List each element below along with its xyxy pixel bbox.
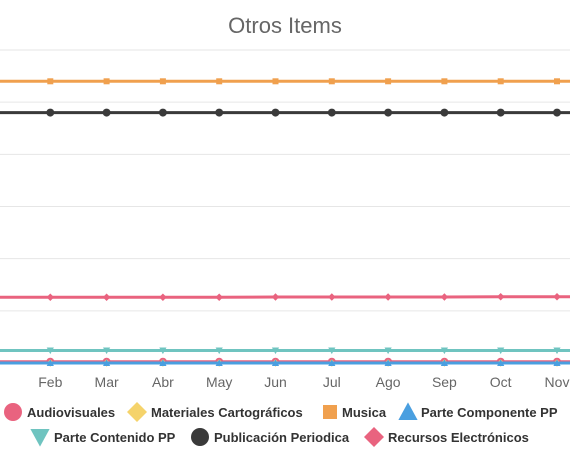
- data-point: [327, 108, 336, 117]
- data-point: [102, 293, 111, 302]
- data-point: [384, 359, 392, 366]
- data-point: [496, 108, 505, 117]
- data-point: [271, 108, 280, 117]
- x-tick-label: Jun: [264, 374, 287, 390]
- legend-label: Materiales Cartográficos: [151, 405, 303, 420]
- data-point: [271, 347, 280, 355]
- legend-symbol: [127, 402, 147, 422]
- data-point: [272, 78, 279, 85]
- data-point: [215, 293, 223, 302]
- data-point: [328, 78, 335, 85]
- data-point: [441, 78, 448, 85]
- data-point: [271, 359, 280, 366]
- series-group: [0, 78, 570, 367]
- data-point: [440, 359, 448, 366]
- data-point: [103, 359, 111, 366]
- x-tick-label: Abr: [152, 374, 174, 390]
- data-point: [158, 108, 167, 117]
- data-point: [496, 292, 505, 301]
- data-point: [159, 347, 167, 355]
- series-2: [0, 78, 570, 85]
- data-point: [159, 293, 167, 302]
- data-point: [384, 347, 392, 355]
- data-point: [46, 293, 55, 302]
- legend: Audiovisuales Materiales Cartográficos Mus…: [4, 402, 558, 447]
- legend-item[interactable]: Parte Contenido PP: [30, 429, 176, 447]
- data-point: [553, 359, 561, 366]
- data-point: [553, 108, 561, 117]
- legend-item[interactable]: Recursos Electrónicos: [364, 427, 529, 447]
- data-point: [497, 347, 505, 355]
- x-tick-label: Feb: [38, 374, 62, 390]
- x-axis-tick-labels: eFebMarAbrMayJunJulAgoSepOctNov: [38, 374, 570, 390]
- data-point: [497, 359, 505, 366]
- x-tick-label: May: [206, 374, 232, 390]
- data-point: [553, 292, 561, 301]
- data-point: [497, 78, 504, 85]
- legend-label: Publicación Periodica: [214, 430, 350, 445]
- data-point: [46, 359, 54, 366]
- x-tick-label: Oct: [490, 374, 512, 390]
- grid-lines: [0, 49, 570, 364]
- series-line: [0, 295, 570, 299]
- legend-symbol: [30, 429, 50, 447]
- series-6: [0, 292, 570, 302]
- data-point: [553, 347, 561, 355]
- data-point: [103, 78, 110, 85]
- data-point: [271, 293, 280, 301]
- series-5: [0, 108, 570, 117]
- legend-item[interactable]: Audiovisuales: [4, 403, 115, 421]
- data-point: [440, 347, 448, 355]
- legend-symbol: [4, 403, 22, 421]
- data-point: [215, 347, 223, 355]
- data-point: [440, 293, 449, 301]
- legend-symbol: [323, 405, 337, 419]
- data-point: [328, 293, 336, 301]
- x-tick-label: Jul: [323, 374, 341, 390]
- data-point: [554, 78, 560, 85]
- data-point: [102, 108, 111, 117]
- legend-item[interactable]: Publicación Periodica: [191, 428, 350, 446]
- data-point: [215, 108, 224, 117]
- data-point: [216, 78, 223, 85]
- legend-symbol: [364, 427, 384, 447]
- legend-label: Audiovisuales: [27, 405, 115, 420]
- x-tick-label: Nov: [545, 374, 570, 390]
- x-tick-label: Sep: [432, 374, 457, 390]
- legend-item[interactable]: Materiales Cartográficos: [127, 402, 303, 422]
- series-3: [0, 359, 570, 366]
- legend-label: Parte Componente PP: [421, 405, 558, 420]
- data-point: [384, 108, 393, 117]
- data-point: [46, 108, 55, 117]
- data-point: [103, 347, 111, 355]
- series-4: [0, 347, 570, 355]
- data-point: [159, 78, 166, 85]
- data-point: [47, 78, 54, 85]
- legend-label: Musica: [342, 405, 387, 420]
- legend-item[interactable]: Musica: [323, 405, 387, 420]
- legend-symbol: [191, 428, 209, 446]
- data-point: [46, 347, 54, 355]
- data-point: [384, 293, 392, 301]
- x-tick-label: Ago: [376, 374, 401, 390]
- x-tick-label: Mar: [95, 374, 119, 390]
- chart-title: Otros Items: [228, 13, 342, 38]
- legend-label: Recursos Electrónicos: [388, 430, 529, 445]
- data-point: [385, 78, 392, 85]
- legend-symbol: [398, 402, 418, 420]
- data-point: [159, 359, 167, 366]
- data-point: [328, 359, 336, 366]
- data-point: [215, 359, 223, 366]
- data-point: [440, 108, 449, 117]
- legend-item[interactable]: Parte Componente PP: [398, 402, 558, 420]
- data-point: [328, 347, 336, 355]
- legend-label: Parte Contenido PP: [54, 430, 176, 445]
